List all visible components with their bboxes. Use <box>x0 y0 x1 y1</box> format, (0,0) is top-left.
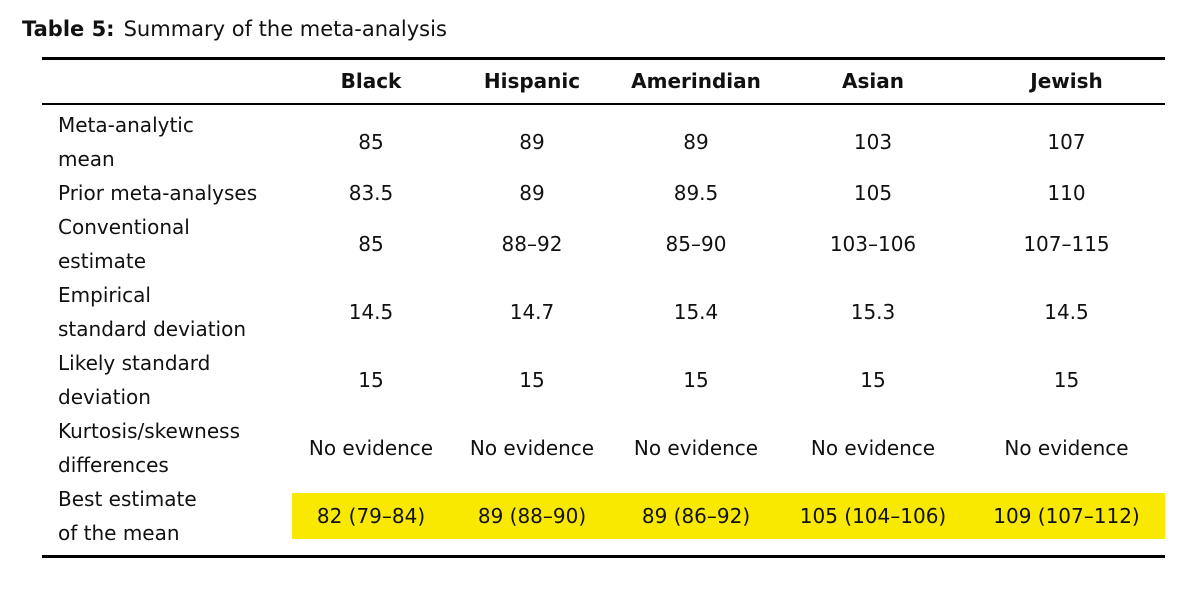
data-cell: 85 <box>358 130 384 154</box>
highlight-band: 89 (88–90) <box>450 493 614 539</box>
data-cell: No evidence <box>633 436 759 460</box>
table-row: Best estimate of the mean 82 (79–84) 89 (88… <box>42 482 1165 557</box>
data-cell: 15.3 <box>850 300 896 324</box>
table-caption-text: Summary of the meta-analysis <box>123 17 447 41</box>
row-label: Prior meta-analyses <box>58 181 258 205</box>
data-cell: 14.5 <box>1044 300 1089 324</box>
data-cell: 105 (104–106) <box>778 482 968 557</box>
table-row: Kurtosis/skewness differences No evidence N… <box>42 414 1165 482</box>
data-cell: 85 <box>358 232 384 256</box>
data-cell: No evidence <box>1004 436 1129 460</box>
data-cell: 15 <box>519 368 545 392</box>
meta-analysis-table: Black Hispanic Amerindian Asian Jewish M… <box>42 57 1165 558</box>
data-cell: 89 (86–92) <box>614 482 778 557</box>
data-cell: 15 <box>358 368 384 392</box>
table-caption-number: Table 5: <box>22 17 115 41</box>
data-cell: No evidence <box>469 436 595 460</box>
data-cell: 15 <box>1053 368 1080 392</box>
table-row: Empirical standard deviation 14.5 14.7 15.4 1… <box>42 278 1165 346</box>
row-label: Best estimate of the mean <box>58 487 197 545</box>
data-cell: 82 (79–84) <box>292 482 450 557</box>
data-cell: 107–115 <box>1023 232 1110 256</box>
header-black: Black <box>292 58 450 105</box>
header-empty-cell <box>42 58 292 105</box>
highlight-band: 109 (107–112) <box>968 493 1165 539</box>
row-label: Likely standard deviation <box>58 351 211 409</box>
data-cell: 89.5 <box>673 181 719 205</box>
data-cell: 83.5 <box>348 181 394 205</box>
data-cell: 14.5 <box>348 300 394 324</box>
table-body: Meta-analytic mean 85 89 89 103 107 Prior meta-… <box>42 104 1165 557</box>
data-cell: No evidence <box>810 436 936 460</box>
data-cell: 110 <box>1047 181 1086 205</box>
row-label: Conventional estimate <box>58 215 190 273</box>
data-cell: 15 <box>683 368 709 392</box>
header-amerindian: Amerindian <box>614 58 778 105</box>
highlight-band: 105 (104–106) <box>778 493 968 539</box>
data-cell: 14.7 <box>509 300 555 324</box>
data-cell: 89 (88–90) <box>450 482 614 557</box>
table-caption: Table 5: Summary of the meta-analysis <box>22 15 1200 43</box>
data-cell: 88–92 <box>501 232 563 256</box>
data-cell: 89 <box>519 181 545 205</box>
table-header: Black Hispanic Amerindian Asian Jewish <box>42 58 1165 105</box>
highlight-band: 89 (86–92) <box>614 493 778 539</box>
table-row: Likely standard deviation 15 15 15 15 15 <box>42 346 1165 414</box>
data-cell: 105 <box>853 181 893 205</box>
table-row: Meta-analytic mean 85 89 89 103 107 <box>42 104 1165 176</box>
header-row: Black Hispanic Amerindian Asian Jewish <box>42 58 1165 105</box>
data-cell: 85–90 <box>665 232 727 256</box>
data-cell: 103–106 <box>829 232 917 256</box>
header-asian: Asian <box>778 58 968 105</box>
data-cell: 103 <box>853 130 893 154</box>
data-cell: 107 <box>1047 130 1086 154</box>
data-cell: 109 (107–112) <box>968 482 1165 557</box>
table-row: Prior meta-analyses 83.5 89 89.5 105 110 <box>42 176 1165 210</box>
highlight-band: 82 (79–84) <box>292 493 450 539</box>
row-label: Empirical standard deviation <box>58 283 247 341</box>
data-cell: 89 <box>519 130 545 154</box>
data-cell: 89 <box>683 130 709 154</box>
header-jewish: Jewish <box>968 58 1165 105</box>
table-row: Conventional estimate 85 88–92 85–90 103–106 1… <box>42 210 1165 278</box>
row-label: Meta-analytic mean <box>58 113 194 171</box>
data-cell: 15.4 <box>673 300 719 324</box>
data-cell: 15 <box>860 368 886 392</box>
data-cell: No evidence <box>308 436 434 460</box>
header-hispanic: Hispanic <box>450 58 614 105</box>
row-label: Kurtosis/skewness differences <box>58 419 241 477</box>
